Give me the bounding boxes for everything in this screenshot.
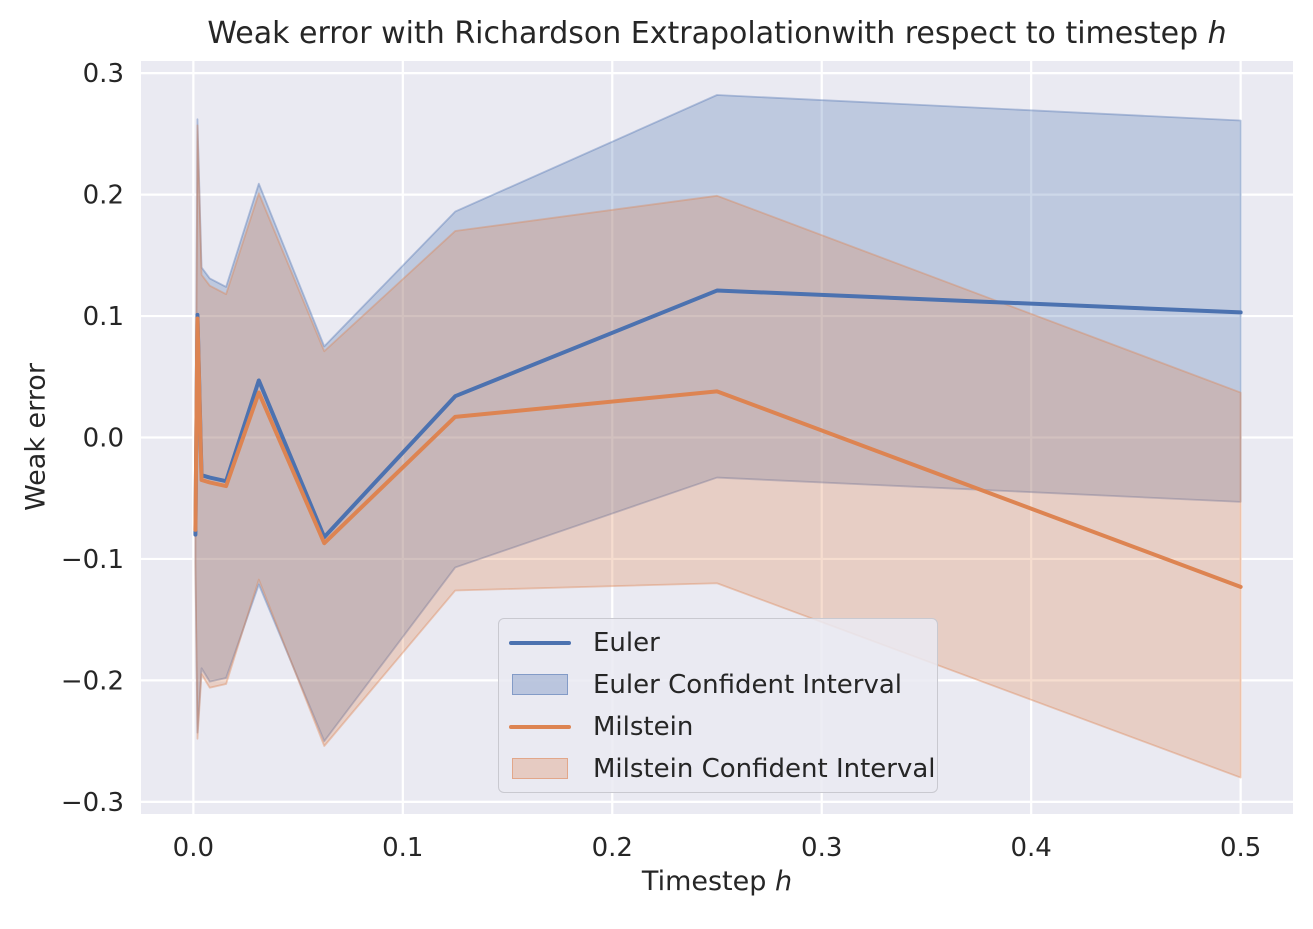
legend-entry-milstein-ci: Milstein Confident Interval <box>499 748 937 790</box>
y-tick-label: −0.2 <box>61 666 124 696</box>
x-tick-label: 0.3 <box>801 833 842 863</box>
chart-title-text: Weak error with Richardson Extrapolation… <box>207 16 1208 51</box>
legend-entry-euler: Euler <box>499 622 937 664</box>
euler-confidence-band <box>194 94 1242 743</box>
x-tick-label: 0.5 <box>1220 833 1261 863</box>
y-tick-label: 0.2 <box>83 181 124 211</box>
milstein-line <box>193 316 1243 589</box>
legend-entry-euler-ci: Euler Confident Interval <box>499 664 937 706</box>
chart-title: Weak error with Richardson Extrapolation… <box>141 16 1293 51</box>
x-tick-label: 0.4 <box>1011 833 1052 863</box>
y-tick-label: −0.3 <box>61 788 124 818</box>
chart-title-variable: h <box>1207 16 1227 51</box>
legend: Euler Euler Confident Interval Milstein … <box>498 618 938 793</box>
legend-label-milstein: Milstein <box>593 711 694 742</box>
x-tick-label: 0.2 <box>592 833 633 863</box>
y-tick-label: 0.1 <box>83 302 124 332</box>
legend-label-milstein-ci: Milstein Confident Interval <box>593 753 936 784</box>
milstein-ci-patch-swatch <box>509 758 571 779</box>
legend-label-euler: Euler <box>593 627 660 658</box>
legend-label-euler-ci: Euler Confident Interval <box>593 669 903 700</box>
y-tick-label: 0.0 <box>83 424 124 454</box>
euler-line-swatch <box>509 640 571 645</box>
y-axis-label: Weak error <box>20 363 52 511</box>
x-tick-label: 0.0 <box>173 833 214 863</box>
milstein-line-swatch <box>509 724 571 729</box>
y-tick-label: 0.3 <box>83 59 124 89</box>
euler-ci-patch-swatch <box>509 674 571 695</box>
legend-entry-milstein: Milstein <box>499 706 937 748</box>
y-tick-label: −0.1 <box>61 545 124 575</box>
x-axis-label-text: Timestep <box>641 866 775 897</box>
milstein-confidence-band <box>194 124 1242 779</box>
x-tick-label: 0.1 <box>382 833 423 863</box>
x-axis-label: Timestep h <box>141 866 1293 897</box>
x-axis-label-variable: h <box>774 866 793 897</box>
